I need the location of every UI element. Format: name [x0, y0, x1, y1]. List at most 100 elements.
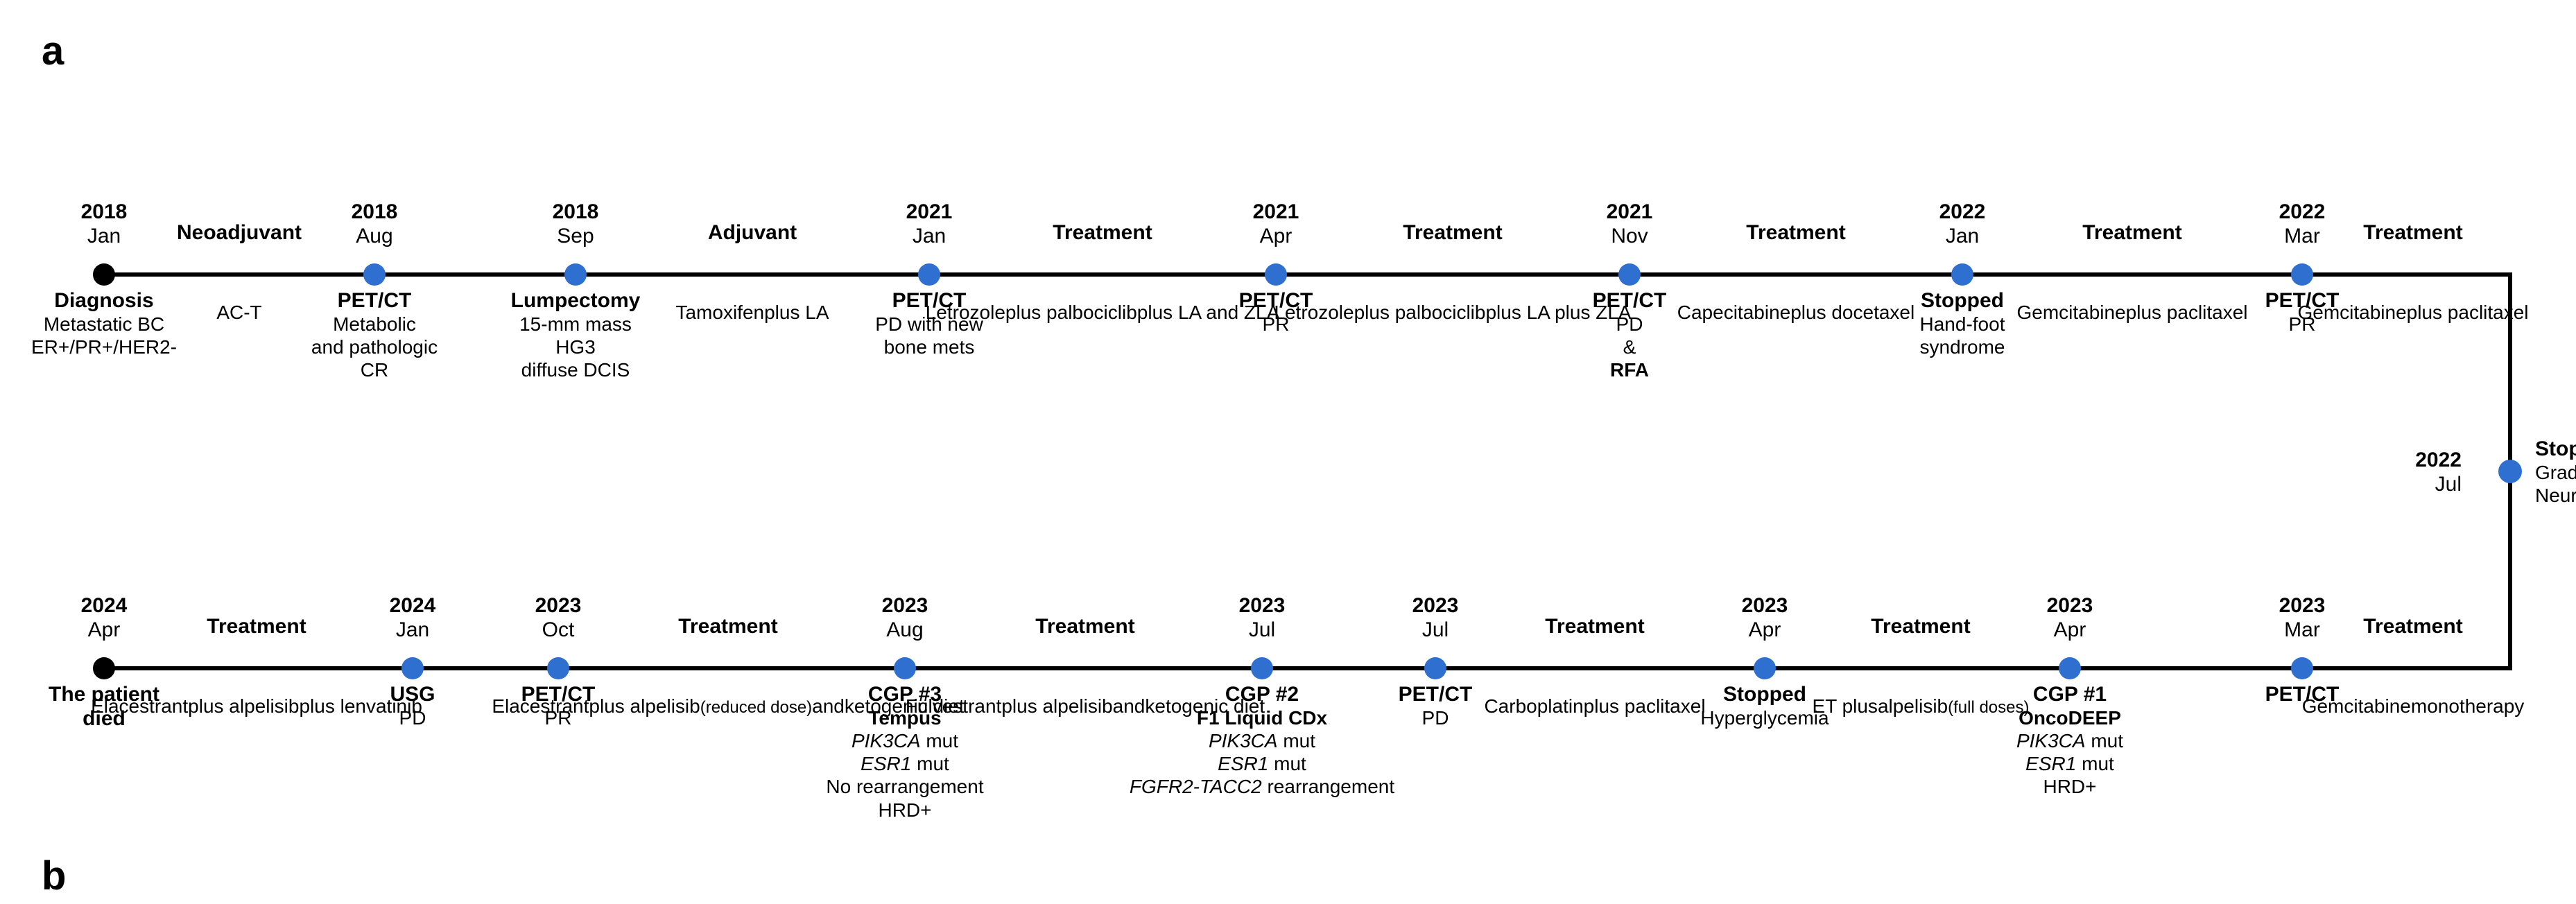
- segment-title: Treatment: [1035, 614, 1134, 639]
- event-title: PET/CT: [1239, 288, 1313, 313]
- event-body-suffix: mut: [1278, 730, 1315, 751]
- event-below: PET/CTPD&RFA: [1593, 288, 1667, 381]
- segment-title: Treatment: [678, 614, 777, 639]
- segment-title: Treatment: [1545, 614, 1644, 639]
- event-body-line: HRD+: [826, 799, 983, 822]
- event-title: Stopped: [2535, 437, 2576, 461]
- event-date-month: Apr: [81, 618, 128, 642]
- event-date-month: Mar: [2279, 618, 2326, 642]
- event-body-line: Hyperglycemia: [1700, 706, 1829, 729]
- event-body-line: No rearrangement: [826, 775, 983, 798]
- event-date-year: 2022: [2279, 200, 2326, 224]
- event-dot: [1754, 657, 1776, 679]
- event-body-line: ESR1 mut: [2016, 752, 2123, 775]
- event-date-month: Aug: [352, 224, 398, 248]
- event-date: 2024Jan: [390, 593, 436, 643]
- segment-body-line: Capecitabine: [1677, 302, 1790, 323]
- event-body-line: syndrome: [1920, 336, 2005, 358]
- event-dot: [2291, 263, 2313, 286]
- panel-letter-a: a: [42, 28, 64, 74]
- event-body-line: and pathologic: [311, 336, 438, 358]
- segment-body-line: Tamoxifen: [675, 302, 764, 323]
- segment-body-line: plus palbociclib: [1354, 302, 1486, 323]
- event-date-month: Jan: [1939, 224, 1986, 248]
- event-body-line: Metastatic BC: [31, 313, 177, 336]
- event-date: 2018Sep: [553, 200, 599, 249]
- event-date-year: 2024: [81, 593, 128, 618]
- event-date: 2018Jan: [81, 200, 128, 249]
- event-below: StoppedHand-footsyndrome: [1920, 288, 2005, 358]
- event-dot: [547, 657, 569, 679]
- event-title: PET/CT: [2265, 288, 2340, 313]
- segment-body-line: plus alpelisib: [188, 695, 299, 717]
- event-body-line: PR: [1239, 313, 1313, 336]
- timeline-row-1: [104, 272, 2512, 277]
- segment-body-line: Carboplatin: [1484, 695, 1583, 717]
- event-date-month: Apr: [1253, 224, 1299, 248]
- event-date-year: 2018: [553, 200, 599, 224]
- segment-title: Treatment: [207, 614, 306, 639]
- event-below: DiagnosisMetastatic BCER+/PR+/HER2-: [31, 288, 177, 358]
- event-dot: [1265, 263, 1287, 286]
- segment-title: Treatment: [1053, 220, 1152, 245]
- event-title: Lumpectomy: [511, 288, 641, 313]
- event-date-year: 2023: [2279, 593, 2326, 618]
- event-below: PET/CTPR: [521, 682, 596, 729]
- event-date-year: 2022: [2415, 448, 2462, 472]
- segment-body: Carboplatinplus paclitaxel: [1484, 695, 1705, 718]
- event-dot: [1951, 263, 1973, 286]
- segment-body-line: Gemcitabine: [2016, 302, 2125, 323]
- timeline-figure: abNeoadjuvantAC-TAdjuvantTamoxifenplus L…: [0, 0, 2576, 904]
- segment-title: Treatment: [1403, 220, 1502, 245]
- event-date-month: Apr: [2047, 618, 2093, 642]
- event-date-month: Sep: [553, 224, 599, 248]
- event-dot: [401, 657, 424, 679]
- event-title: The patient: [49, 682, 159, 706]
- event-date: 2018Aug: [352, 200, 398, 249]
- event-dot: [1618, 263, 1641, 286]
- event-body-suffix: mut: [921, 730, 958, 751]
- event-title: Stopped: [1700, 682, 1829, 706]
- event-date-month: Jan: [906, 224, 953, 248]
- event-date: 2023Apr: [1742, 593, 1788, 643]
- event-body-line: PD: [1399, 706, 1473, 729]
- event-body-line: PIK3CA mut: [826, 729, 983, 752]
- event-title: PET/CT: [875, 288, 983, 313]
- event-body-line: CR: [311, 358, 438, 381]
- event-body-suffix: mut: [2076, 753, 2113, 774]
- event-date: 2023Oct: [535, 593, 582, 643]
- event-below: PET/CT: [2265, 682, 2340, 706]
- event-date: 2023Apr: [2047, 593, 2093, 643]
- event-body-line: &: [1593, 336, 1667, 358]
- panel-letter-b: b: [42, 853, 66, 899]
- event-body-line: Hand-foot: [1920, 313, 2005, 336]
- event-dot: [1251, 657, 1273, 679]
- segment-body-line: alpelisib: [1878, 695, 1948, 717]
- event-body: StoppedGrade 1Neuropathy: [2535, 437, 2576, 507]
- event-date-year: 2024: [390, 593, 436, 618]
- event-date: 2023Mar: [2279, 593, 2326, 643]
- event-date-month: Jul: [2415, 472, 2462, 496]
- event-body-line: PIK3CA mut: [2016, 729, 2123, 752]
- event-below: USGPD: [390, 682, 435, 729]
- segment-body: Tamoxifenplus LA: [675, 301, 829, 324]
- event-date-month: Apr: [1742, 618, 1788, 642]
- event-dot: [2291, 657, 2313, 679]
- event-dot: [93, 263, 115, 286]
- event-date-year: 2021: [906, 200, 953, 224]
- event-body-suffix: mut: [1268, 753, 1306, 774]
- event-body-line: RFA: [1593, 358, 1667, 381]
- event-body-line: ER+/PR+/HER2-: [31, 336, 177, 358]
- segment-body: Capecitabineplus docetaxel: [1677, 301, 1914, 324]
- event-body-suffix: rearrangement: [1262, 776, 1394, 797]
- event-body-line: PD with new: [875, 313, 983, 336]
- event-date: 2023Aug: [882, 593, 928, 643]
- event-dot: [918, 263, 940, 286]
- event-title: PET/CT: [1399, 682, 1473, 706]
- event-body-line: Grade 1: [2535, 461, 2576, 484]
- segment-body-line: plus docetaxel: [1790, 302, 1914, 323]
- event-date-month: Jan: [81, 224, 128, 248]
- event-body-suffix: mut: [2086, 730, 2123, 751]
- event-body-line: PD: [390, 706, 435, 729]
- event-title-2: died: [49, 706, 159, 731]
